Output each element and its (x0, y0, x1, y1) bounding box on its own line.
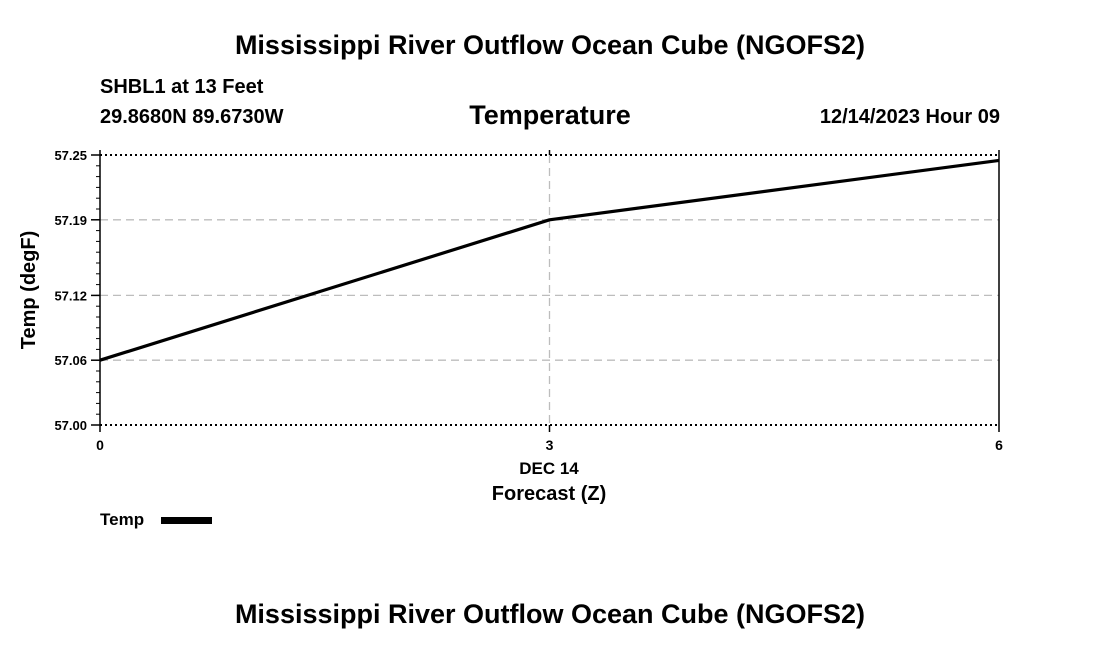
station-label: SHBL1 at 13 Feet (100, 76, 264, 98)
datetime-label: 12/14/2023 Hour 09 (819, 106, 1000, 128)
x-tick-label: 6 (995, 437, 1003, 453)
axis-labels: Temp (degF) Forecast (Z) DEC 14 (18, 231, 606, 505)
variable-title: Temperature (469, 100, 631, 130)
x-tick-label: 0 (96, 437, 104, 453)
y-tick-label: 57.25 (54, 148, 87, 163)
legend-line-swatch (161, 517, 212, 524)
axes: 57.00 57.06 57.12 57.19 57.25 0 3 6 (54, 148, 1003, 453)
footer-title: Mississippi River Outflow Ocean Cube (NG… (234, 599, 866, 629)
chart-title: Mississippi River Outflow Ocean Cube (NG… (234, 30, 866, 60)
grid-lines (100, 155, 999, 425)
coordinates-label: 29.8680N 89.6730W (100, 106, 284, 128)
y-tick-label: 57.12 (54, 288, 87, 303)
y-axis-label: Temp (degF) (18, 231, 40, 350)
x-axis-label: Forecast (Z) (492, 483, 606, 505)
temp-series-line (99, 158, 1000, 362)
y-tick-label: 57.00 (54, 418, 87, 433)
y-tick-label: 57.06 (54, 353, 87, 368)
x-tick-label: 3 (546, 437, 554, 453)
legend-label: Temp (100, 510, 145, 529)
series-layer (99, 158, 1000, 362)
y-tick-label: 57.19 (54, 213, 87, 228)
x-axis-date-label: DEC 14 (519, 459, 579, 478)
